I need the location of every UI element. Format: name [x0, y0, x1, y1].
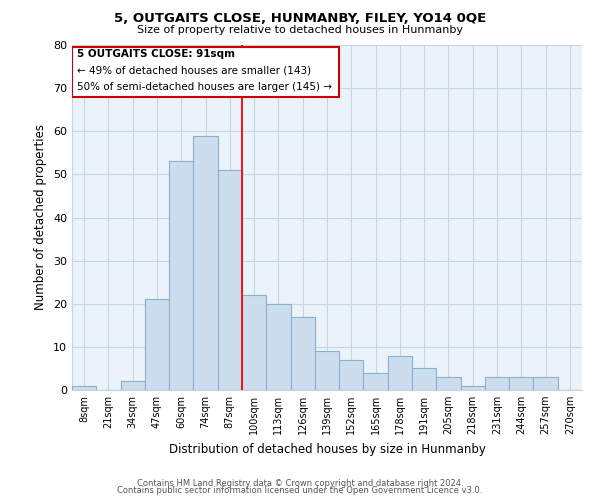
Bar [72, 386, 96, 390]
FancyBboxPatch shape [72, 47, 339, 97]
Text: 5, OUTGAITS CLOSE, HUNMANBY, FILEY, YO14 0QE: 5, OUTGAITS CLOSE, HUNMANBY, FILEY, YO14… [114, 12, 486, 26]
Text: 5 OUTGAITS CLOSE: 91sqm: 5 OUTGAITS CLOSE: 91sqm [77, 50, 235, 59]
Bar [533, 377, 558, 390]
Bar [436, 377, 461, 390]
Bar [266, 304, 290, 390]
Text: ← 49% of detached houses are smaller (143): ← 49% of detached houses are smaller (14… [77, 66, 311, 76]
Text: 50% of semi-detached houses are larger (145) →: 50% of semi-detached houses are larger (… [77, 82, 332, 92]
Bar [315, 351, 339, 390]
Bar [485, 377, 509, 390]
Bar [412, 368, 436, 390]
Bar [193, 136, 218, 390]
Bar [218, 170, 242, 390]
Bar [242, 295, 266, 390]
Bar [364, 373, 388, 390]
Bar [339, 360, 364, 390]
Bar [509, 377, 533, 390]
Bar [169, 162, 193, 390]
X-axis label: Distribution of detached houses by size in Hunmanby: Distribution of detached houses by size … [169, 442, 485, 456]
Bar [388, 356, 412, 390]
Text: Contains public sector information licensed under the Open Government Licence v3: Contains public sector information licen… [118, 486, 482, 495]
Bar [461, 386, 485, 390]
Bar [145, 300, 169, 390]
Text: Size of property relative to detached houses in Hunmanby: Size of property relative to detached ho… [137, 25, 463, 35]
Bar [121, 382, 145, 390]
Bar [290, 316, 315, 390]
Y-axis label: Number of detached properties: Number of detached properties [34, 124, 47, 310]
Text: Contains HM Land Registry data © Crown copyright and database right 2024.: Contains HM Land Registry data © Crown c… [137, 478, 463, 488]
